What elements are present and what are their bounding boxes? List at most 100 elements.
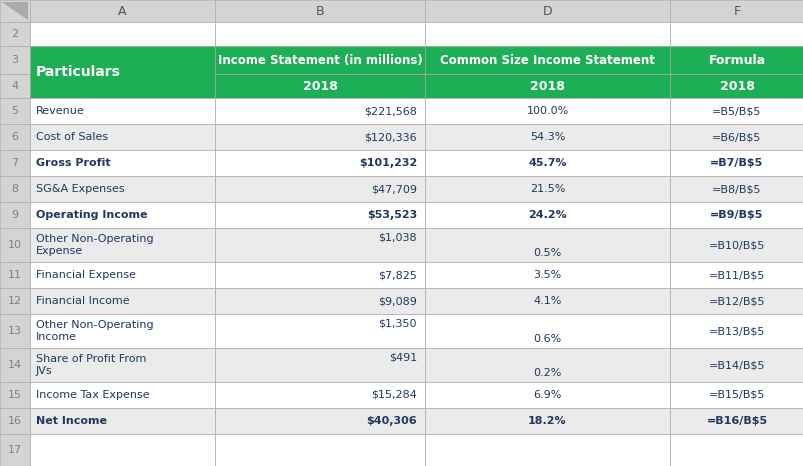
- Text: Financial Expense: Financial Expense: [36, 270, 136, 280]
- Bar: [669, 262, 803, 288]
- Bar: [425, 0, 669, 22]
- Bar: [30, 0, 214, 22]
- Text: 7: 7: [11, 158, 18, 168]
- Bar: [0, 46, 30, 74]
- Text: 11: 11: [8, 270, 22, 280]
- Bar: [214, 228, 425, 262]
- Text: 15: 15: [8, 390, 22, 400]
- Text: $101,232: $101,232: [358, 158, 417, 168]
- Bar: [669, 288, 803, 314]
- Bar: [0, 124, 30, 150]
- Bar: [425, 314, 669, 348]
- Bar: [0, 288, 30, 314]
- Bar: [669, 124, 803, 150]
- Text: 0.5%: 0.5%: [532, 248, 561, 259]
- Bar: [425, 22, 669, 46]
- Text: 5: 5: [11, 106, 18, 116]
- Text: =B14/B$5: =B14/B$5: [708, 360, 764, 370]
- Bar: [214, 46, 425, 74]
- Text: $221,568: $221,568: [364, 106, 417, 116]
- Text: 2018: 2018: [719, 80, 753, 92]
- Bar: [669, 46, 803, 74]
- Text: A: A: [118, 5, 127, 18]
- Text: 13: 13: [8, 326, 22, 336]
- Bar: [0, 202, 30, 228]
- Bar: [669, 22, 803, 46]
- Bar: [425, 176, 669, 202]
- Bar: [30, 46, 214, 98]
- Bar: [425, 228, 669, 262]
- Bar: [425, 434, 669, 466]
- Text: 0.6%: 0.6%: [532, 335, 561, 344]
- Bar: [0, 228, 30, 262]
- Text: $120,336: $120,336: [364, 132, 417, 142]
- Text: $7,825: $7,825: [377, 270, 417, 280]
- Text: D: D: [542, 5, 552, 18]
- Text: 6: 6: [11, 132, 18, 142]
- Text: Income Tax Expense: Income Tax Expense: [36, 390, 149, 400]
- Bar: [214, 202, 425, 228]
- Text: Income Statement (in millions): Income Statement (in millions): [218, 54, 422, 67]
- Bar: [30, 382, 214, 408]
- Text: $47,709: $47,709: [370, 184, 417, 194]
- Bar: [425, 408, 669, 434]
- Text: $53,523: $53,523: [366, 210, 417, 220]
- Text: SG&A Expenses: SG&A Expenses: [36, 184, 124, 194]
- Bar: [425, 150, 669, 176]
- Bar: [425, 288, 669, 314]
- Text: 0.2%: 0.2%: [532, 369, 561, 378]
- Bar: [0, 262, 30, 288]
- Text: 18.2%: 18.2%: [528, 416, 566, 426]
- Bar: [669, 176, 803, 202]
- Text: Formula: Formula: [707, 54, 764, 67]
- Text: $491: $491: [389, 352, 417, 363]
- Bar: [0, 74, 30, 98]
- Bar: [669, 382, 803, 408]
- Bar: [214, 288, 425, 314]
- Text: =B15/B$5: =B15/B$5: [708, 390, 764, 400]
- Bar: [669, 434, 803, 466]
- Bar: [214, 314, 425, 348]
- Bar: [425, 262, 669, 288]
- Bar: [30, 348, 214, 382]
- Bar: [30, 150, 214, 176]
- Bar: [30, 176, 214, 202]
- Bar: [214, 262, 425, 288]
- Bar: [214, 150, 425, 176]
- Text: 45.7%: 45.7%: [528, 158, 566, 168]
- Text: B: B: [316, 5, 324, 18]
- Bar: [30, 202, 214, 228]
- Text: 4.1%: 4.1%: [532, 296, 561, 306]
- Bar: [30, 408, 214, 434]
- Bar: [30, 22, 214, 46]
- Bar: [30, 434, 214, 466]
- Bar: [0, 382, 30, 408]
- Bar: [214, 98, 425, 124]
- Text: $40,306: $40,306: [366, 416, 417, 426]
- Text: 3: 3: [11, 55, 18, 65]
- Text: $9,089: $9,089: [377, 296, 417, 306]
- Text: 24.2%: 24.2%: [528, 210, 566, 220]
- Bar: [0, 348, 30, 382]
- Text: =B6/B$5: =B6/B$5: [711, 132, 760, 142]
- Bar: [214, 382, 425, 408]
- Text: =B5/B$5: =B5/B$5: [711, 106, 760, 116]
- Text: =B7/B$5: =B7/B$5: [710, 158, 763, 168]
- Bar: [425, 124, 669, 150]
- Text: 8: 8: [11, 184, 18, 194]
- Text: 9: 9: [11, 210, 18, 220]
- Text: Share of Profit From
JVs: Share of Profit From JVs: [36, 354, 146, 376]
- Text: Operating Income: Operating Income: [36, 210, 147, 220]
- Text: 21.5%: 21.5%: [529, 184, 565, 194]
- Bar: [0, 22, 30, 46]
- Text: Other Non-Operating
Expense: Other Non-Operating Expense: [36, 234, 153, 256]
- Text: =B10/B$5: =B10/B$5: [708, 240, 764, 250]
- Text: 12: 12: [8, 296, 22, 306]
- Bar: [214, 0, 425, 22]
- Bar: [669, 150, 803, 176]
- Bar: [669, 314, 803, 348]
- Text: 2018: 2018: [529, 80, 565, 92]
- Bar: [30, 314, 214, 348]
- Text: Financial Income: Financial Income: [36, 296, 129, 306]
- Text: Other Non-Operating
Income: Other Non-Operating Income: [36, 320, 153, 342]
